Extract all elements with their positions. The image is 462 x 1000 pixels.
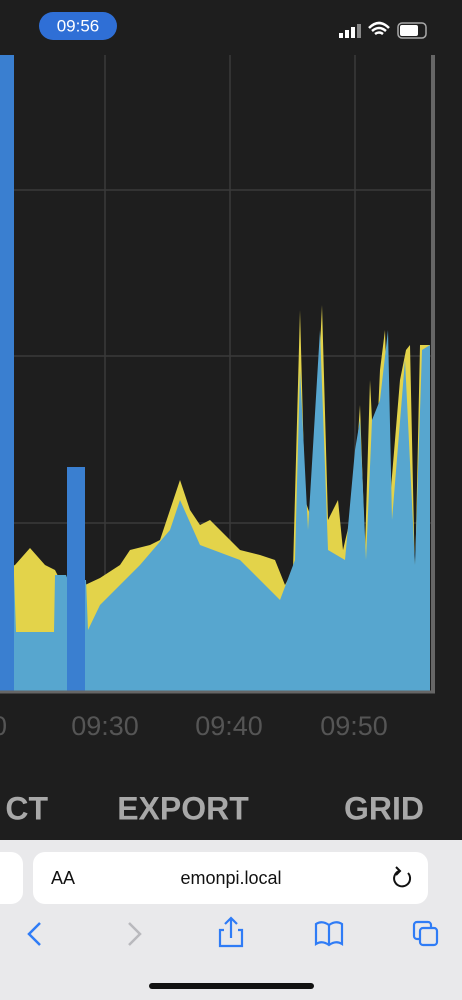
url: emonpi.local bbox=[180, 868, 281, 888]
signal-icon bbox=[339, 24, 361, 38]
x-tick-label: 09:40 bbox=[195, 711, 263, 741]
battery-icon bbox=[397, 22, 427, 39]
tab[interactable]: EXPORT bbox=[117, 790, 249, 826]
bookmarks-button[interactable] bbox=[314, 921, 344, 947]
x-tick-label: 0 bbox=[0, 711, 7, 741]
tabs: CT EXPORT GRID bbox=[5, 790, 424, 826]
battery-level bbox=[400, 25, 418, 36]
blue-spike bbox=[67, 467, 85, 692]
reload-icon[interactable] bbox=[393, 866, 412, 888]
tab-preview[interactable] bbox=[0, 852, 23, 904]
x-tick-label: 09:30 bbox=[71, 711, 139, 741]
x-tick-label: 09:50 bbox=[320, 711, 388, 741]
blue-spike bbox=[0, 55, 14, 692]
time-pill bbox=[39, 12, 117, 40]
home-indicator bbox=[149, 983, 314, 989]
text-size-button[interactable]: AA bbox=[51, 868, 75, 888]
tabs-button[interactable] bbox=[418, 926, 439, 947]
tab[interactable]: CT bbox=[5, 790, 48, 826]
tab[interactable]: GRID bbox=[344, 790, 424, 826]
share-button[interactable] bbox=[218, 916, 244, 948]
status-time: 09:56 bbox=[57, 16, 100, 35]
back-button[interactable] bbox=[27, 922, 41, 946]
address-bar[interactable] bbox=[33, 852, 428, 904]
x-axis: 0 09:30 09:40 09:50 bbox=[0, 711, 388, 741]
forward-button[interactable] bbox=[128, 922, 142, 946]
blue-area bbox=[0, 330, 430, 692]
wifi-icon bbox=[368, 21, 390, 36]
